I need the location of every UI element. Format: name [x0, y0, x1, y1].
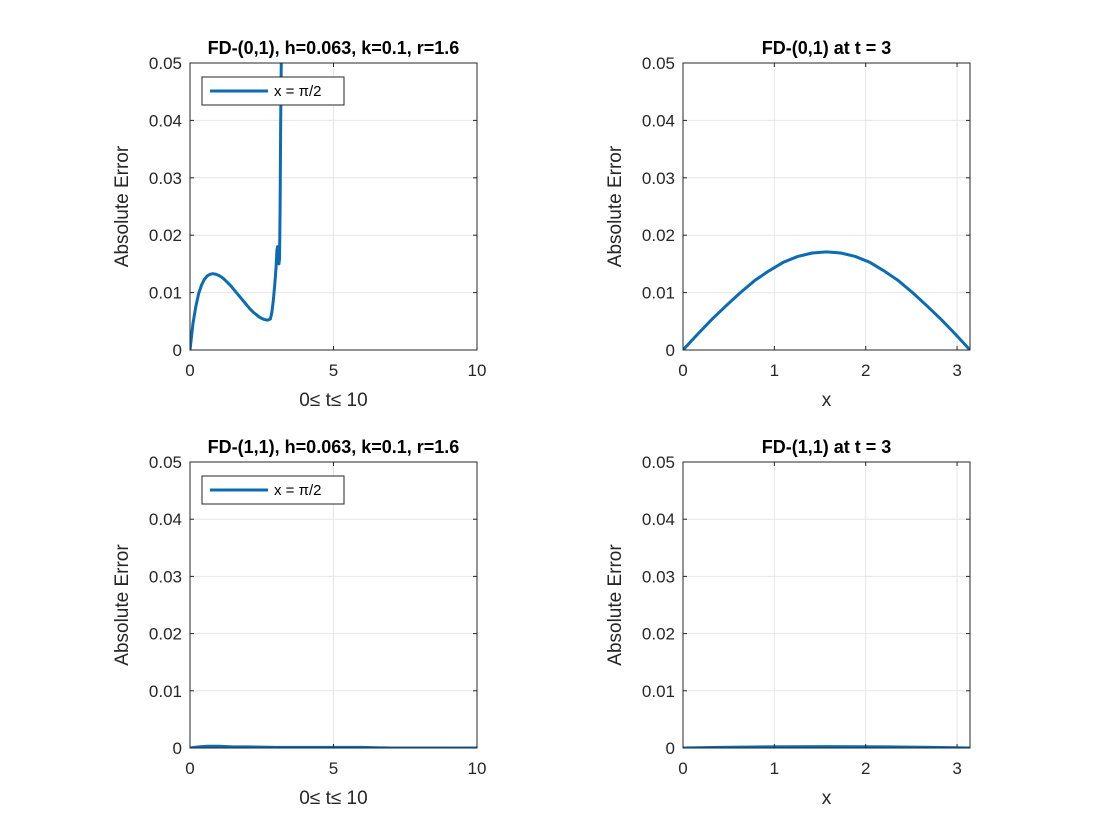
- chart-0-xtick-label-2: 10: [468, 361, 487, 380]
- chart-0-xtick-label-0: 0: [185, 361, 194, 380]
- chart-1-ytick-label-3: 0.03: [642, 169, 675, 188]
- chart-1-ytick-label-1: 0.01: [642, 284, 675, 303]
- chart-0-ytick-label-3: 0.03: [149, 169, 182, 188]
- chart-2-xlabel: 0≤ t≤ 10: [299, 788, 367, 809]
- chart-2-legend-box: [201, 475, 345, 505]
- chart-1-ytick-label-5: 0.05: [642, 54, 675, 73]
- chart-3-ytick-label-1: 0.01: [642, 682, 675, 701]
- chart-2-ytick-label-1: 0.01: [149, 682, 182, 701]
- chart-3-title: FD-(1,1) at t = 3: [762, 437, 892, 457]
- chart-3-axes-frame: [682, 461, 971, 749]
- chart-3-ytick-label-0: 0: [666, 739, 675, 758]
- chart-2-axes-frame: [189, 461, 478, 749]
- chart-0-title: FD-(0,1), h=0.063, k=0.1, r=1.6: [208, 38, 460, 58]
- chart-3-xtick-label-0: 0: [678, 759, 687, 778]
- chart-2-xtick-label-1: 5: [329, 759, 338, 778]
- chart-1-xlabel: x: [822, 390, 832, 411]
- chart-1-series-0-line: [683, 250, 970, 350]
- chart-3-ytick-label-2: 0.02: [642, 625, 675, 644]
- chart-2-plot-area: [190, 462, 477, 748]
- chart-0-plot-area: [190, 63, 477, 350]
- chart-0-axes-frame: [189, 62, 478, 351]
- chart-2-xtick-label-0: 0: [185, 759, 194, 778]
- chart-1-axes-frame: [682, 62, 971, 351]
- chart-1-ytick-label-4: 0.04: [642, 111, 675, 130]
- chart-3-xlabel: x: [822, 788, 832, 809]
- chart-2-xtick-label-2: 10: [468, 759, 487, 778]
- chart-2-title: FD-(1,1), h=0.063, k=0.1, r=1.6: [208, 437, 460, 457]
- chart-1-xtick-label-2: 2: [861, 361, 870, 380]
- chart-2-legend-label-0: x = π/2: [274, 482, 321, 499]
- chart-2-ytick-label-4: 0.04: [149, 510, 182, 529]
- chart-2-ytick-label-0: 0: [173, 739, 182, 758]
- chart-0-ylabel: Absolute Error: [112, 145, 133, 267]
- chart-0-xtick-label-1: 5: [329, 361, 338, 380]
- chart-2-ytick-label-5: 0.05: [149, 453, 182, 472]
- chart-3-xtick-label-2: 2: [861, 759, 870, 778]
- chart-1-ylabel: Absolute Error: [605, 145, 626, 267]
- chart-3-ylabel: Absolute Error: [605, 544, 626, 666]
- chart-2-ytick-label-2: 0.02: [149, 625, 182, 644]
- chart-3-xtick-label-1: 1: [770, 759, 779, 778]
- chart-1-plot-area: [683, 63, 970, 350]
- chart-2-ytick-label-3: 0.03: [149, 567, 182, 586]
- chart-1-xtick-label-1: 1: [770, 361, 779, 380]
- chart-0-ytick-label-2: 0.02: [149, 226, 182, 245]
- chart-3-xtick-label-3: 3: [952, 759, 961, 778]
- chart-1-xtick-label-0: 0: [678, 361, 687, 380]
- chart-1-ytick-label-0: 0: [666, 341, 675, 360]
- chart-3-plot-area: [683, 462, 970, 748]
- chart-0-ytick-label-4: 0.04: [149, 111, 182, 130]
- chart-2-ylabel: Absolute Error: [112, 544, 133, 666]
- chart-3-ytick-label-3: 0.03: [642, 567, 675, 586]
- chart-0-ytick-label-0: 0: [173, 341, 182, 360]
- chart-3-series-0-line: [683, 745, 970, 748]
- chart-0-ytick-label-1: 0.01: [149, 284, 182, 303]
- chart-0-legend-label-0: x = π/2: [274, 83, 321, 100]
- chart-0-xlabel: 0≤ t≤ 10: [299, 390, 367, 411]
- chart-1-ytick-label-2: 0.02: [642, 226, 675, 245]
- chart-2-series-0-line: [190, 744, 477, 748]
- chart-3-ytick-label-4: 0.04: [642, 510, 675, 529]
- chart-0-series-0-line: [190, 63, 283, 350]
- chart-1-title: FD-(0,1) at t = 3: [762, 38, 892, 58]
- chart-0-legend-box: [201, 76, 345, 106]
- chart-3-ytick-label-5: 0.05: [642, 453, 675, 472]
- chart-0-ytick-label-5: 0.05: [149, 54, 182, 73]
- chart-1-xtick-label-3: 3: [952, 361, 961, 380]
